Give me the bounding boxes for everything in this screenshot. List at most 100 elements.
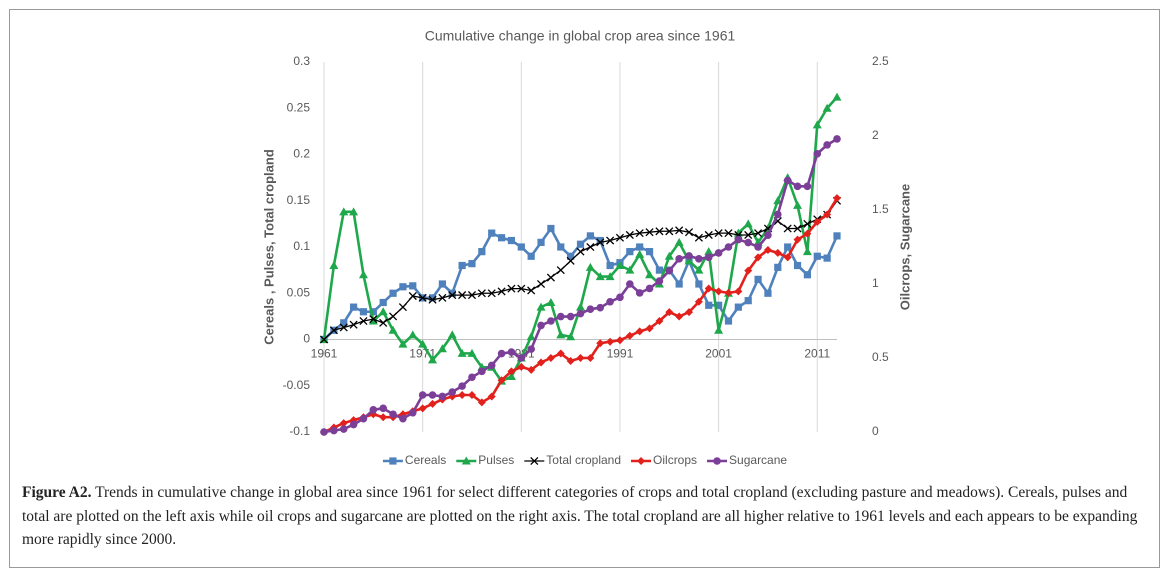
marker: [586, 242, 595, 252]
marker: [576, 354, 585, 362]
y-tick-label: 0.2: [293, 147, 310, 161]
series: [319, 196, 842, 344]
marker: [694, 233, 703, 242]
marker: [576, 309, 585, 318]
marker: [438, 293, 447, 302]
marker: [566, 332, 576, 341]
marker: [636, 243, 644, 251]
marker: [319, 335, 329, 344]
marker: [724, 229, 733, 238]
marker: [606, 261, 614, 270]
y2-tick-label: 1.5: [872, 202, 889, 216]
marker: [517, 354, 526, 362]
marker: [695, 280, 703, 288]
marker: [329, 261, 339, 269]
marker: [684, 228, 694, 237]
marker: [774, 263, 782, 271]
marker: [714, 229, 723, 238]
marker: [803, 271, 812, 279]
marker: [546, 298, 556, 306]
marker: [537, 321, 545, 330]
legend-label: Pulses: [478, 453, 514, 467]
marker: [517, 362, 526, 371]
marker: [467, 391, 476, 399]
marker: [714, 287, 723, 296]
marker: [635, 289, 644, 297]
chart: Cumulative change in global crop area si…: [261, 28, 912, 467]
marker: [576, 240, 585, 248]
marker: [803, 219, 812, 228]
marker: [783, 176, 792, 185]
marker: [339, 323, 348, 332]
legend-item: Pulses: [456, 453, 514, 467]
marker: [369, 315, 378, 324]
marker: [655, 317, 664, 325]
marker: [389, 410, 397, 419]
marker: [625, 230, 634, 240]
marker: [832, 92, 842, 101]
marker: [408, 291, 417, 301]
marker: [655, 277, 664, 285]
marker: [625, 265, 635, 274]
marker: [517, 284, 526, 293]
marker: [408, 408, 417, 417]
marker: [615, 233, 625, 242]
marker: [566, 256, 575, 265]
y2-axis-title: Oilcrops, Sugarcane: [897, 184, 912, 310]
marker: [418, 293, 427, 302]
marker: [507, 367, 516, 376]
marker: [744, 238, 753, 247]
series: [319, 92, 842, 385]
marker: [754, 243, 762, 251]
marker: [784, 243, 792, 251]
y-tick-label: 0.05: [287, 285, 311, 299]
marker: [635, 249, 645, 258]
marker: [537, 238, 545, 246]
y-tick-label: -0.05: [283, 378, 311, 392]
marker: [546, 273, 555, 282]
marker: [626, 280, 634, 288]
marker: [685, 252, 693, 260]
marker: [461, 456, 471, 465]
marker: [399, 414, 407, 423]
series-line: [323, 200, 838, 340]
marker: [793, 235, 802, 244]
marker: [596, 236, 604, 245]
marker: [674, 237, 684, 246]
marker: [637, 457, 646, 465]
y2-tick-label: 1: [872, 276, 879, 290]
legend-label: Cereals: [405, 453, 446, 467]
marker: [616, 293, 624, 302]
y-tick-label: 0.15: [287, 193, 311, 207]
marker: [389, 457, 397, 465]
marker: [567, 252, 575, 260]
marker: [704, 247, 714, 256]
marker: [418, 404, 427, 413]
marker: [556, 349, 565, 358]
marker: [615, 336, 624, 345]
marker: [557, 243, 565, 251]
marker: [694, 297, 703, 306]
marker: [497, 376, 506, 385]
marker: [823, 254, 831, 262]
marker: [793, 182, 802, 191]
marker: [685, 308, 694, 317]
marker: [478, 248, 486, 256]
marker: [774, 210, 782, 219]
marker: [734, 235, 743, 244]
marker: [468, 260, 476, 268]
marker: [359, 316, 368, 326]
marker: [409, 282, 417, 290]
marker: [823, 141, 831, 149]
figure-frame: [9, 9, 1160, 568]
marker: [438, 280, 446, 288]
marker: [398, 303, 407, 312]
marker: [369, 406, 378, 414]
marker: [704, 230, 713, 240]
marker: [339, 207, 349, 216]
marker: [458, 391, 467, 399]
marker: [714, 249, 723, 257]
figure-caption: Figure A2. Trends in cumulative change i…: [22, 481, 1152, 552]
marker: [530, 456, 539, 466]
marker: [822, 103, 832, 112]
